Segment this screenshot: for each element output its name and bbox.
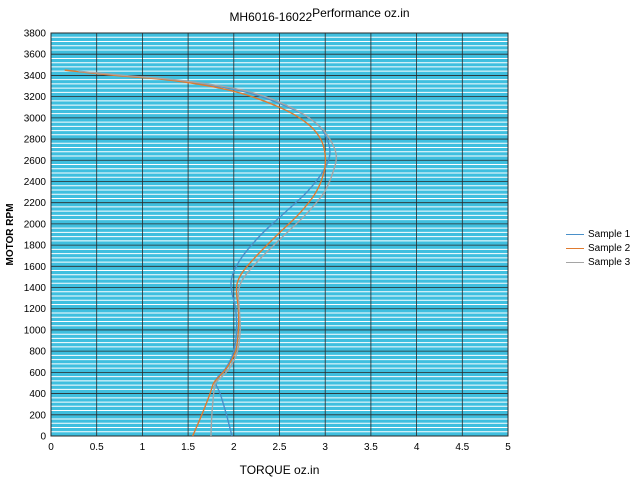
x-tick-label: 3 <box>322 442 328 453</box>
x-tick-label: 5 <box>505 442 511 453</box>
y-tick-label: 3400 <box>24 71 47 82</box>
y-tick-label: 3600 <box>24 50 47 61</box>
legend-item-sample-2: Sample 2 <box>566 241 630 255</box>
y-tick-label: 3000 <box>24 113 47 124</box>
x-tick-label: 2 <box>231 442 237 453</box>
chart-legend: Sample 1 Sample 2 Sample 3 <box>566 227 630 269</box>
y-tick-label: 3800 <box>24 29 47 40</box>
x-tick-label: 4.5 <box>455 442 469 453</box>
y-tick-label: 1200 <box>24 304 47 315</box>
legend-item-sample-3: Sample 3 <box>566 255 630 269</box>
y-tick-label: 1400 <box>24 283 47 294</box>
legend-swatch <box>566 247 584 249</box>
y-tick-label: 2800 <box>24 135 47 146</box>
y-tick-label: 1000 <box>24 325 47 336</box>
y-tick-label: 3200 <box>24 92 47 103</box>
x-tick-label: 3.5 <box>364 442 378 453</box>
legend-label: Sample 3 <box>588 256 631 268</box>
chart-title-main: MH6016-16022 <box>229 10 313 24</box>
y-tick-label: 2000 <box>24 219 47 230</box>
y-tick-label: 800 <box>29 347 46 358</box>
x-axis-label: TORQUE oz.in <box>240 463 320 477</box>
y-tick-label: 2600 <box>24 156 47 167</box>
y-tick-label: 2400 <box>24 177 47 188</box>
series-line-sample-2 <box>64 69 327 437</box>
series-line-sample-3 <box>78 70 338 437</box>
y-tick-label: 1800 <box>24 241 47 252</box>
x-tick-label: 0 <box>48 442 54 453</box>
y-tick-label: 200 <box>29 410 46 421</box>
y-tick-label: 600 <box>29 368 46 379</box>
x-tick-label: 1.5 <box>181 442 195 453</box>
chart-title-unit: Performance oz.in <box>312 6 410 20</box>
y-tick-label: 400 <box>29 389 46 400</box>
legend-swatch <box>566 261 584 263</box>
legend-label: Sample 2 <box>588 242 631 254</box>
y-tick-label: 1600 <box>24 262 47 273</box>
chart-title: MH6016-16022Performance oz.in <box>0 4 639 24</box>
x-tick-label: 2.5 <box>273 442 287 453</box>
y-axis-label: MOTOR RPM <box>5 203 16 265</box>
legend-label: Sample 1 <box>588 228 631 240</box>
y-tick-label: 0 <box>40 432 46 443</box>
plot-frame <box>50 32 509 437</box>
x-tick-label: 1 <box>140 442 146 453</box>
legend-swatch <box>566 233 584 235</box>
x-tick-label: 0.5 <box>90 442 104 453</box>
y-tick-label: 2200 <box>24 198 47 209</box>
legend-item-sample-1: Sample 1 <box>566 227 630 241</box>
x-tick-label: 4 <box>414 442 420 453</box>
